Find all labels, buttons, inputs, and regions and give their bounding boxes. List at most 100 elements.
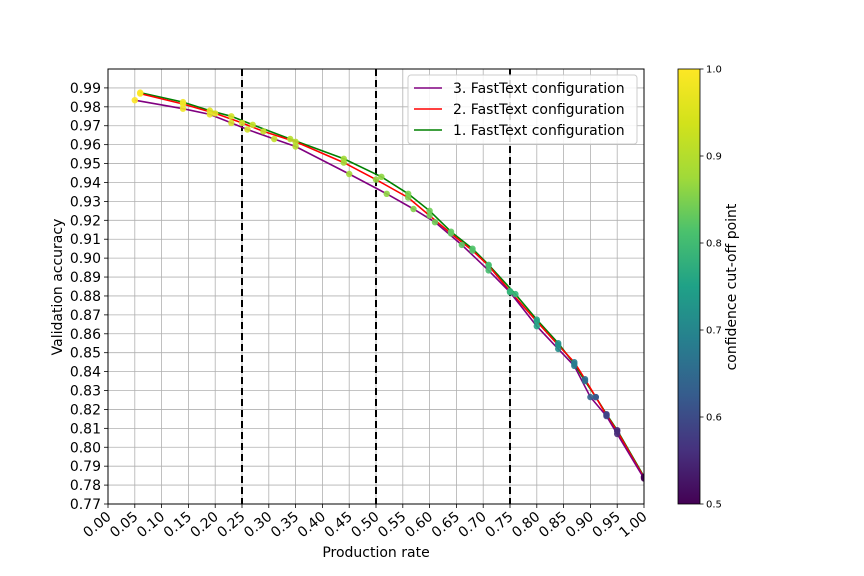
y-tick-label: 0.91 — [70, 232, 101, 248]
data-point — [533, 318, 540, 325]
y-tick-label: 0.85 — [70, 346, 101, 362]
data-point — [271, 135, 278, 143]
y-tick-label: 0.97 — [70, 119, 101, 135]
data-point — [603, 412, 610, 420]
y-tick-label: 0.79 — [70, 459, 101, 475]
data-point — [555, 345, 562, 353]
y-tick-label: 0.87 — [70, 308, 101, 324]
colorbar-tick-label: 0.8 — [706, 239, 722, 250]
series-line-2 — [140, 92, 644, 478]
y-axis-ticks: 0.77 0.78 0.79 0.80 0.81 0.82 0.83 0.84 0.85 0.86… — [70, 81, 108, 513]
data-point — [244, 126, 251, 133]
x-tick-label: 1.00 — [616, 509, 650, 541]
x-tick-label: 0.75 — [482, 509, 516, 541]
data-point — [640, 475, 644, 482]
data-point — [206, 111, 213, 118]
x-tick-label: 0.70 — [456, 509, 490, 541]
x-tick-label: 0.45 — [322, 509, 356, 541]
series-line-3 — [134, 99, 644, 479]
legend-label-1: 1. FastText configuration — [453, 123, 625, 139]
x-axis-ticks: 0.000.050.100.150.200.250.300.350.400.45… — [80, 504, 651, 541]
legend: 3. FastText configuration 2. FastText co… — [407, 74, 638, 145]
y-tick-label: 0.88 — [70, 289, 101, 305]
x-tick-label: 0.30 — [241, 509, 275, 541]
data-point — [571, 362, 578, 370]
data-point — [587, 393, 594, 401]
data-point — [238, 119, 246, 127]
y-tick-label: 0.99 — [70, 81, 101, 97]
colorbar-tick-label: 0.6 — [706, 413, 722, 424]
data-point — [131, 97, 138, 104]
data-point — [137, 90, 144, 97]
colorbar-tick-label: 0.5 — [706, 500, 722, 511]
data-point — [405, 194, 412, 201]
data-point — [372, 176, 380, 183]
colorbar-gradient — [677, 68, 701, 505]
colorbar-tick-label: 0.9 — [706, 152, 722, 163]
data-point — [340, 159, 347, 166]
y-tick-label: 0.84 — [70, 365, 101, 381]
data-point — [260, 128, 267, 135]
data-point — [287, 135, 294, 143]
y-tick-label: 0.78 — [70, 478, 101, 494]
x-tick-label: 0.20 — [188, 509, 222, 541]
colorbar-tick-label: 1.0 — [706, 65, 722, 76]
y-tick-label: 0.80 — [70, 440, 101, 456]
x-tick-label: 0.10 — [134, 509, 168, 541]
y-tick-label: 0.82 — [70, 402, 101, 418]
data-point — [485, 267, 492, 274]
colorbar: 0.5 0.6 0.7 0.8 0.9 1.0 confidence cut-off po… — [677, 65, 740, 511]
data-point — [383, 190, 390, 197]
data-point — [458, 241, 465, 249]
y-tick-label: 0.90 — [70, 251, 101, 267]
data-point — [581, 376, 589, 383]
data-point — [431, 219, 439, 226]
colorbar-title: confidence cut-off point — [724, 203, 740, 370]
series-markers — [131, 89, 644, 482]
data-point — [292, 138, 299, 145]
y-tick-label: 0.86 — [70, 327, 101, 343]
data-point — [506, 289, 514, 296]
x-tick-label: 0.65 — [429, 509, 463, 541]
series-lines — [134, 91, 644, 479]
x-tick-label: 0.50 — [348, 509, 382, 541]
colorbar-tick-label: 0.7 — [706, 326, 722, 337]
data-point — [469, 247, 476, 254]
data-point — [228, 113, 235, 120]
colorbar-ticks: 0.5 0.6 0.7 0.8 0.9 1.0 — [700, 65, 722, 511]
data-point — [346, 170, 353, 178]
x-tick-label: 0.40 — [295, 509, 329, 541]
y-tick-label: 0.94 — [70, 175, 101, 191]
data-point — [378, 173, 385, 180]
data-point — [533, 323, 540, 330]
y-tick-label: 0.95 — [70, 157, 101, 173]
data-point — [512, 290, 519, 298]
y-tick-label: 0.93 — [70, 194, 101, 210]
data-point — [292, 143, 299, 150]
legend-label-2: 2. FastText configuration — [453, 102, 625, 118]
y-tick-label: 0.83 — [70, 384, 101, 400]
x-tick-label: 0.35 — [268, 509, 302, 541]
x-tick-label: 0.05 — [107, 509, 141, 541]
x-axis-title: Production rate — [322, 545, 429, 561]
data-point — [447, 230, 455, 237]
y-tick-label: 0.98 — [70, 100, 101, 116]
data-point — [592, 393, 599, 401]
x-tick-label: 0.80 — [509, 509, 543, 541]
x-tick-label: 0.95 — [590, 509, 624, 541]
data-point — [410, 205, 417, 213]
y-tick-label: 0.96 — [70, 138, 101, 154]
data-point — [212, 110, 219, 117]
data-point — [228, 119, 235, 127]
data-point — [179, 105, 187, 112]
y-tick-label: 0.92 — [70, 213, 101, 229]
y-tick-label: 0.81 — [70, 421, 101, 437]
data-point — [485, 262, 492, 269]
x-tick-label: 0.60 — [402, 509, 436, 541]
data-point — [426, 212, 433, 219]
legend-label-3: 3. FastText configuration — [453, 81, 625, 97]
data-point — [179, 100, 187, 108]
x-tick-label: 0.85 — [536, 509, 570, 541]
x-tick-label: 0.25 — [214, 509, 248, 541]
